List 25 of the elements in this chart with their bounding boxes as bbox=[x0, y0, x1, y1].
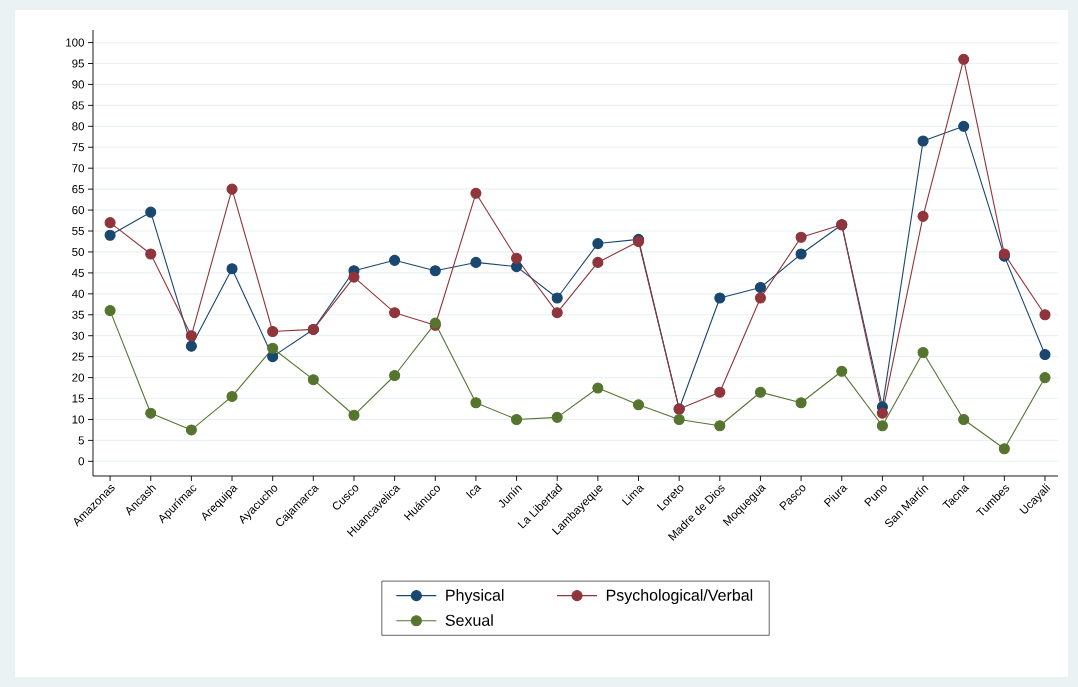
y-tick-label: 5 bbox=[78, 436, 84, 445]
y-tick-label: 90 bbox=[72, 80, 85, 89]
legend-label: Sexual bbox=[445, 614, 493, 626]
y-tick-label: 25 bbox=[72, 352, 84, 361]
y-tick-label: 15 bbox=[72, 394, 84, 403]
y-tick-label: 10 bbox=[72, 415, 85, 424]
y-tick-label: 80 bbox=[72, 122, 85, 131]
legend-label: Physical bbox=[446, 589, 504, 605]
y-tick-label: 85 bbox=[72, 101, 84, 110]
legend-label: Psychological/Verbal bbox=[606, 589, 753, 605]
y-tick-label: 30 bbox=[72, 331, 85, 340]
y-tick-label: 60 bbox=[72, 206, 85, 215]
y-tick-label: 95 bbox=[72, 59, 84, 68]
y-tick-label: 35 bbox=[72, 310, 84, 319]
y-tick-label: 40 bbox=[71, 289, 85, 298]
y-tick-label: 50 bbox=[72, 247, 85, 257]
y-tick-label: 0 bbox=[78, 457, 85, 466]
y-tick-label: 70 bbox=[72, 164, 85, 173]
y-tick-label: 100 bbox=[66, 38, 85, 47]
y-tick-label: 20 bbox=[72, 373, 85, 382]
x-tick-label: Ica bbox=[465, 485, 482, 499]
y-tick-label: 55 bbox=[72, 227, 84, 236]
y-tick-label: 65 bbox=[72, 185, 84, 194]
y-tick-label: 45 bbox=[71, 268, 84, 277]
y-tick-label: 75 bbox=[72, 143, 84, 152]
